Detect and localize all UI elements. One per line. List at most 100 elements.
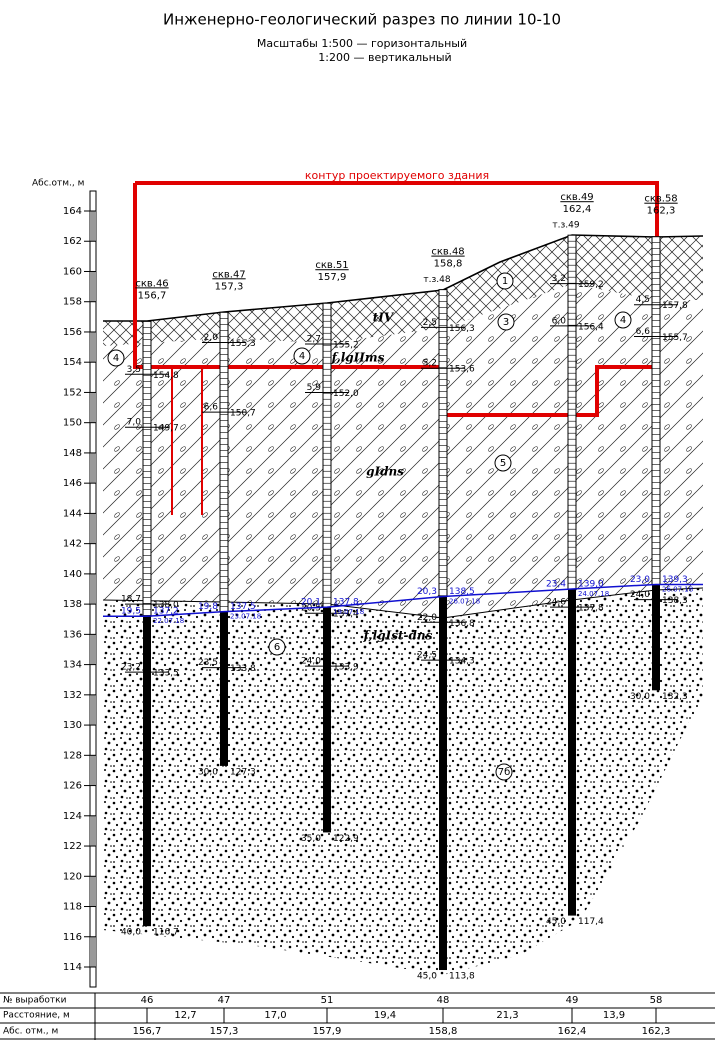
water-date: 26.07.18: [449, 598, 480, 606]
borehole-upper: [323, 303, 331, 607]
bottom-depth: 45,0: [417, 972, 437, 982]
axis-label: Абс.отм., м: [32, 179, 84, 189]
y-tick-label: 150: [63, 418, 82, 429]
axis-segment: [90, 513, 96, 543]
y-tick-label: 118: [63, 902, 82, 913]
axis-segment: [90, 755, 96, 785]
layer-elevation: 155,3: [230, 339, 256, 349]
layer-depth: 2,0: [204, 333, 219, 343]
layer-elevation: 157,8: [662, 301, 688, 311]
building-label: контур проектируемого здания: [305, 169, 489, 182]
layer-depth: 5,2: [423, 359, 437, 369]
table-distance: 17,0: [264, 1010, 286, 1021]
layer-number: 4: [299, 351, 305, 362]
layer-elevation: 155,7: [662, 333, 688, 343]
y-tick-label: 140: [63, 569, 82, 580]
section: Инженерно-геологический разрез по линии …: [0, 0, 715, 1040]
strata: [103, 235, 703, 975]
axis-segment: [90, 453, 96, 483]
layer-depth: 22,0: [417, 613, 437, 623]
water-depth: 19,5: [121, 607, 141, 617]
table-distance: 19,4: [374, 1010, 396, 1021]
survey-point: т.з.48: [423, 275, 450, 285]
scale-v: 1:200 — вертикальный: [318, 51, 451, 64]
borehole-elevation: 156,7: [138, 290, 167, 301]
layer-depth: 3,2: [552, 274, 566, 284]
table-elevation: 158,8: [429, 1026, 458, 1037]
bottom-elevation: 113,8: [449, 972, 475, 982]
table-elevation: 162,3: [642, 1026, 671, 1037]
borehole-name: скв.51: [315, 260, 348, 271]
table-number: 49: [566, 995, 579, 1006]
bottom-depth: 35,0: [301, 834, 321, 844]
borehole-upper: [568, 235, 576, 589]
layer-depth: 2,5: [423, 318, 437, 328]
layer-elevation: 149,7: [153, 424, 179, 434]
borehole-name: скв.49: [560, 192, 593, 203]
bottom-elevation: 132,3: [662, 692, 688, 702]
y-tick-label: 152: [63, 387, 82, 398]
layer-depth: 6,6: [204, 403, 219, 413]
stratum-index: f,lgIIms: [331, 351, 385, 365]
row-header: Расстояние, м: [3, 1011, 70, 1021]
layer-elevation: 156,3: [449, 324, 475, 334]
borehole-lower: [143, 616, 151, 926]
table-number: 48: [437, 995, 450, 1006]
layer-depth: 18,7: [121, 595, 141, 605]
water-elevation: 139,3: [662, 575, 688, 585]
y-tick-label: 154: [63, 357, 82, 368]
layer-elevation: 133,9: [333, 663, 359, 673]
bottom-depth: 30,0: [198, 767, 218, 777]
water-date: 23.07.18: [230, 613, 261, 621]
table-distance: 12,7: [174, 1010, 196, 1021]
bottom-depth: 30,0: [630, 692, 650, 702]
y-tick-label: 164: [63, 206, 82, 217]
axis-segment: [90, 634, 96, 664]
bottom-elevation: 122,9: [333, 834, 359, 844]
water-depth: 20,1: [301, 598, 321, 608]
layer-elevation: 155,2: [333, 341, 359, 351]
y-tick-label: 126: [63, 781, 82, 792]
layer-elevation: 133,5: [153, 669, 179, 679]
table-elevation: 157,3: [210, 1026, 239, 1037]
borehole-name: скв.48: [431, 247, 464, 258]
layer-elevation: 136,8: [449, 619, 475, 629]
borehole-lower: [568, 589, 576, 916]
axis-segment: [90, 937, 96, 967]
y-tick-label: 132: [63, 690, 82, 701]
layer-number: 4: [113, 353, 119, 364]
y-tick-label: 138: [63, 599, 82, 610]
y-tick-label: 148: [63, 448, 82, 459]
layer-number: 1: [502, 276, 508, 287]
layer-elevation: 137,8: [578, 604, 604, 614]
axis-segment: [90, 816, 96, 846]
table-number: 51: [321, 995, 334, 1006]
water-depth: 20,3: [417, 587, 437, 597]
layer-elevation: 156,4: [578, 322, 604, 332]
y-tick-label: 124: [63, 811, 82, 822]
borehole-lower: [220, 612, 228, 766]
water-date: 26.07.18: [662, 585, 693, 593]
axis-segment: [90, 876, 96, 906]
bottom-elevation: 117,4: [578, 917, 604, 927]
water-date: 19.07.18: [333, 608, 364, 616]
title: Инженерно-геологический разрез по линии …: [163, 11, 561, 29]
borehole-upper: [439, 290, 447, 597]
table-elevation: 157,9: [313, 1026, 342, 1037]
row-header: № выработки: [3, 996, 67, 1006]
water-date: 22.07.18: [153, 617, 184, 625]
stratum-index: tIV: [373, 311, 395, 325]
y-tick-label: 130: [63, 720, 82, 731]
borehole-name: скв.46: [135, 278, 168, 289]
survey-point: т.з.49: [552, 221, 579, 231]
table-number: 58: [650, 995, 663, 1006]
y-tick-label: 134: [63, 660, 82, 671]
y-tick-label: 122: [63, 841, 82, 852]
y-tick-label: 162: [63, 236, 82, 247]
y-tick-label: 114: [63, 962, 82, 973]
layer-depth: 2,7: [307, 335, 321, 345]
borehole-lower: [323, 607, 331, 832]
y-tick-label: 160: [63, 266, 82, 277]
layer-elevation: 134,3: [449, 657, 475, 667]
layer-depth: 24,0: [301, 657, 321, 667]
